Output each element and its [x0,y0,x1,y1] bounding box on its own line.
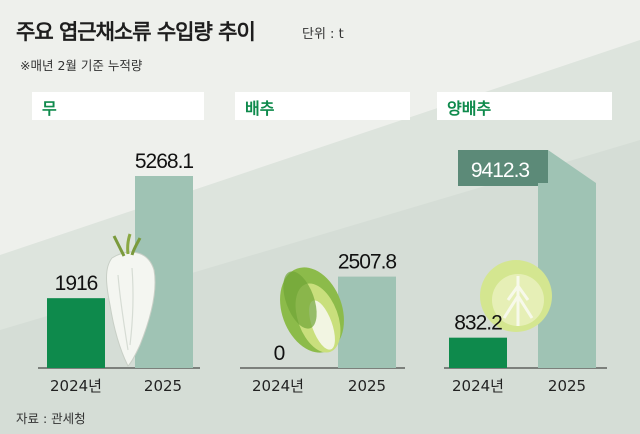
tick-label-cabbage-2025: 2025 [548,377,586,395]
bar-cabbage-2025-top [458,150,548,186]
panel-header-cabbage: 양배추 [437,92,612,120]
unit-label: 단위 : t [302,27,344,42]
value-label-napa-cabbage-2024: 0 [274,342,285,365]
bar-radish-2024 [47,298,105,368]
tick-label-napa-cabbage-2025: 2025 [348,377,386,395]
tick-label-cabbage-2024: 2024년 [452,377,504,395]
panel-napa-cabbage: 0 2507.8 2024년 2025 [240,251,405,395]
napa-cabbage-icon [280,267,344,353]
value-label-napa-cabbage-2025: 2507.8 [338,251,397,274]
panel-title-radish: 무 [42,99,57,118]
tick-label-radish-2024: 2024년 [50,377,102,395]
radish-icon [106,233,156,367]
value-label-radish-2024: 1916 [55,272,98,295]
value-label-cabbage-2024: 832.2 [454,312,502,335]
source-label: 자료 : 관세청 [16,411,86,426]
panel-title-napa-cabbage: 배추 [245,99,275,118]
tick-label-napa-cabbage-2024: 2024년 [252,377,304,395]
panel-header-napa-cabbage: 배추 [235,92,410,120]
panel-header-radish: 무 [32,92,204,120]
value-label-cabbage-2025: 9412.3 [471,159,530,182]
bar-napa-cabbage-2025 [338,276,396,368]
page-title: 주요 엽근채소류 수입량 추이 [16,20,256,44]
panel-title-cabbage: 양배추 [447,99,492,118]
cabbage-icon [480,260,552,332]
value-label-radish-2025: 5268.1 [135,150,194,173]
bar-cabbage-2024 [449,337,507,368]
tick-label-radish-2025: 2025 [144,377,182,395]
note-label: ※매년 2월 기준 누적량 [20,58,143,73]
panel-cabbage: 832.2 9412.3 2024년 2025 [444,150,607,395]
panel-radish: 1916 5268.1 2024년 2025 [38,150,200,395]
bar-cabbage-2025 [538,183,596,368]
